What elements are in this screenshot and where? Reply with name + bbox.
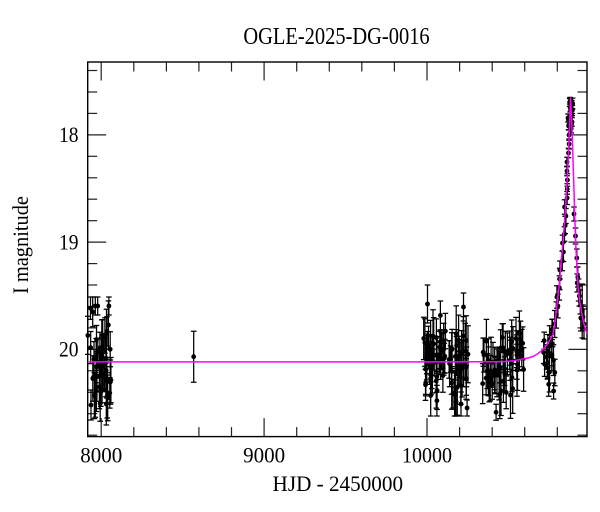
svg-text:HJD - 2450000: HJD - 2450000 bbox=[273, 471, 404, 496]
svg-text:18: 18 bbox=[59, 122, 79, 147]
svg-text:20: 20 bbox=[59, 337, 79, 362]
svg-text:10000: 10000 bbox=[402, 443, 452, 468]
svg-text:9000: 9000 bbox=[243, 443, 285, 468]
svg-text:I magnitude: I magnitude bbox=[8, 196, 33, 294]
svg-text:OGLE-2025-DG-0016: OGLE-2025-DG-0016 bbox=[243, 23, 429, 50]
svg-text:19: 19 bbox=[59, 230, 79, 255]
svg-text:8000: 8000 bbox=[80, 443, 122, 468]
